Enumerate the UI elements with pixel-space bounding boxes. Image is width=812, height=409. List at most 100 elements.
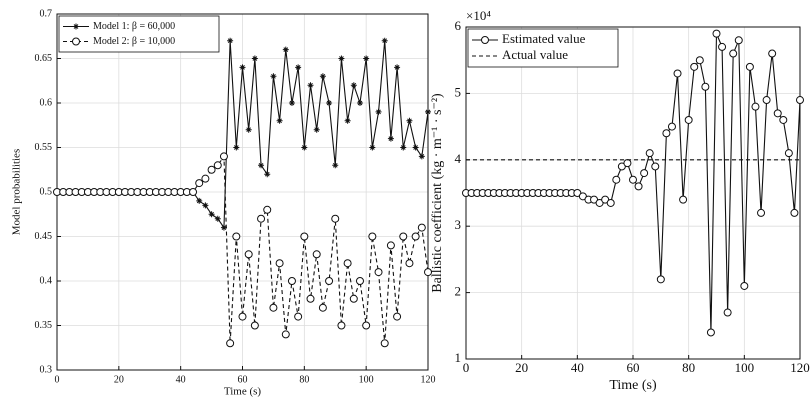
y-tick-label: 0.5	[40, 186, 53, 197]
point	[612, 175, 621, 184]
y-axis-label: Model probabilities	[11, 149, 23, 235]
point	[662, 129, 671, 138]
point	[784, 149, 793, 158]
point	[723, 308, 732, 317]
point	[201, 174, 210, 183]
point	[380, 339, 389, 348]
point	[245, 126, 252, 133]
point	[362, 321, 371, 330]
point	[232, 232, 241, 241]
point	[226, 339, 235, 348]
legend-label: Actual value	[502, 47, 568, 62]
point	[287, 277, 296, 285]
x-tick-label: 60	[238, 374, 248, 385]
x-tick-label: 120	[421, 374, 436, 385]
legend-marker	[72, 37, 80, 46]
point	[331, 214, 340, 223]
x-tick-label: 20	[515, 360, 528, 375]
point	[375, 108, 382, 115]
point	[417, 223, 426, 232]
point	[338, 55, 345, 62]
x-tick-label: 60	[627, 360, 640, 375]
point	[363, 55, 370, 62]
point	[399, 232, 408, 241]
x-tick-label: 100	[359, 374, 374, 385]
point	[263, 205, 272, 214]
point	[701, 82, 710, 91]
x-tick-label: 40	[176, 374, 186, 385]
point	[257, 214, 266, 223]
point	[281, 330, 290, 339]
x-tick-label: 100	[735, 360, 755, 375]
point	[706, 328, 715, 337]
point	[729, 49, 738, 58]
point	[349, 294, 358, 303]
y-tick-label: 0.65	[35, 53, 53, 64]
point	[745, 62, 754, 71]
point	[343, 259, 352, 268]
x-axis-label: Time (s)	[224, 386, 262, 398]
y-tick-label: 0.35	[35, 320, 53, 331]
y-tick-label: 0.4	[40, 275, 53, 286]
x-tick-label: 80	[299, 374, 309, 385]
point	[773, 109, 782, 118]
point	[368, 232, 377, 241]
point	[757, 208, 766, 217]
y-tick-label: 0.3	[40, 364, 53, 375]
x-axis-label: Time (s)	[609, 378, 657, 393]
point	[355, 277, 364, 285]
x-tick-label: 0	[463, 360, 470, 375]
point	[369, 144, 376, 151]
point	[306, 294, 315, 303]
point	[790, 208, 799, 217]
point	[673, 69, 682, 78]
point	[214, 215, 221, 222]
x-tick-label: 0	[55, 374, 60, 385]
point	[734, 36, 743, 45]
point	[684, 115, 693, 124]
point	[250, 321, 259, 330]
point	[374, 268, 383, 277]
point	[312, 250, 321, 259]
point	[282, 46, 289, 53]
x-tick-label: 40	[571, 360, 584, 375]
point	[424, 268, 432, 277]
point	[768, 49, 777, 58]
point	[244, 250, 253, 259]
point	[640, 169, 649, 178]
point	[258, 162, 265, 169]
point	[307, 82, 314, 89]
x-tick-label: 120	[790, 360, 810, 375]
point	[634, 182, 643, 191]
point	[219, 152, 228, 161]
chart: 0 20 40 60 80 100 120 0.3 0.35 0.4 0.45 0.5 0.55 0.6 0…	[11, 8, 436, 397]
y-tick-label: 4	[455, 151, 462, 166]
chart: 0 20 40 60 80 100 120 1 2 3 4 5 6 Time (s) Ballistic c…	[430, 8, 810, 393]
point	[740, 281, 749, 290]
y-axis-label: Ballistic coefficient (kg · m⁻¹ · s⁻²)	[430, 93, 445, 293]
point	[718, 42, 727, 51]
y-tick-label: 0.6	[40, 97, 53, 108]
point	[350, 82, 357, 89]
legend-label: Model 2: β = 10,000	[93, 36, 175, 47]
point	[239, 64, 246, 71]
point	[189, 188, 198, 196]
y-tick-label: 2	[455, 284, 462, 299]
point	[679, 195, 688, 204]
point	[690, 62, 699, 71]
legend-marker	[73, 23, 79, 30]
point	[712, 29, 721, 38]
point	[796, 96, 804, 105]
y-tick-label: 3	[455, 217, 462, 232]
x-tick-label: 20	[114, 374, 124, 385]
point	[405, 259, 414, 268]
point	[288, 100, 295, 106]
point	[356, 100, 363, 106]
point	[269, 303, 278, 312]
y-tick-label: 6	[455, 18, 462, 33]
point	[337, 321, 346, 330]
legend-label: Estimated value	[502, 31, 586, 46]
point	[606, 198, 615, 207]
point	[301, 144, 308, 151]
point	[213, 161, 222, 170]
